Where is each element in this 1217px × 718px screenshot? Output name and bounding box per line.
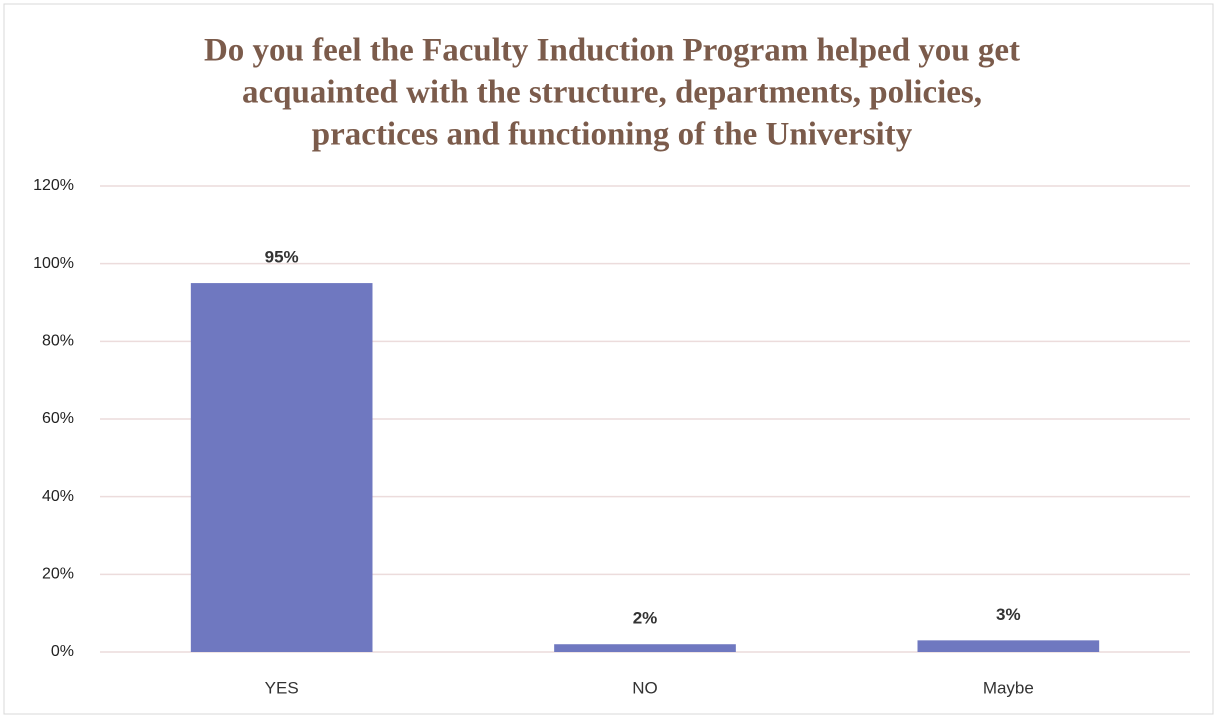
- data-label: 2%: [633, 609, 658, 628]
- bar: [190, 283, 373, 652]
- y-tick-label: 20%: [42, 566, 74, 583]
- data-label: 95%: [265, 248, 299, 267]
- bar: [917, 640, 1100, 652]
- y-tick-label: 120%: [33, 177, 74, 194]
- y-tick-label: 0%: [51, 643, 74, 660]
- y-tick-label: 40%: [42, 488, 74, 505]
- y-tick-label: 100%: [33, 255, 74, 272]
- bar: [554, 644, 736, 652]
- chart-title: practices and functioning of the Univers…: [312, 117, 913, 153]
- chart-title: acquainted with the structure, departmen…: [242, 75, 982, 111]
- data-label: 3%: [996, 605, 1021, 624]
- chart-title: Do you feel the Faculty Induction Progra…: [204, 33, 1020, 69]
- x-tick-label: Maybe: [983, 678, 1034, 697]
- x-tick-label: YES: [265, 678, 299, 697]
- y-tick-label: 80%: [42, 333, 74, 350]
- chart-border: [3, 3, 1214, 715]
- y-tick-label: 60%: [42, 410, 74, 427]
- x-tick-label: NO: [632, 678, 658, 697]
